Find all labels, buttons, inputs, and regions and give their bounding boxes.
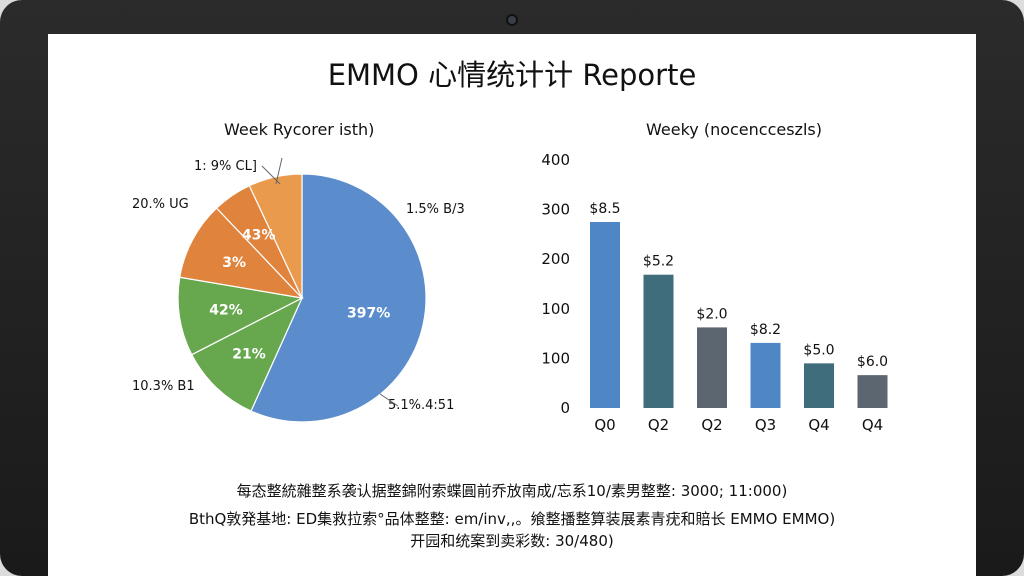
- pie-outer-label: 5.1%.4:51: [388, 398, 454, 413]
- pie-slice: [190, 296, 304, 412]
- pie-slice: [179, 207, 304, 299]
- y-tick-label: 300: [541, 201, 570, 219]
- y-tick-label: 100: [541, 349, 570, 367]
- screen: EMMO 心情统计计 Reporte Week Rycorer isth) We…: [48, 34, 976, 576]
- y-tick-label: 200: [541, 250, 570, 268]
- x-tick-label: Q2: [648, 416, 669, 434]
- bar-data-label: $6.0: [857, 354, 888, 370]
- report-title: EMMO 心情统计计 Reporte: [327, 58, 697, 92]
- pie-extra-label: 1.5% B/3: [406, 202, 465, 217]
- x-tick-label: Q4: [862, 416, 883, 434]
- bar-chart-title: Weeky (nocencceszls): [646, 120, 822, 139]
- x-tick-label: Q3: [755, 416, 776, 434]
- pie-slice-label: 397%: [347, 305, 390, 321]
- pie-outer-label: 20.% UG: [132, 197, 189, 212]
- pie-chart-title: Week Rycorer isth): [224, 120, 375, 139]
- bar-data-label: $5.2: [643, 254, 674, 270]
- bar-data-label: $2.0: [696, 306, 727, 322]
- bar: [643, 274, 674, 408]
- bar: [857, 375, 888, 408]
- pie-chart: 397% 5.1%.4:51 21% 10.3% B1 42% 3% 20.% UG 43% 1…: [132, 157, 465, 423]
- bar-data-label: $8.2: [750, 322, 781, 338]
- bar-chart: 400 300 200 100 100 0 $8.5 Q0 $5.2 Q2 $2.0 Q2 $8.2 Q3…: [541, 151, 888, 434]
- bar-data-label: $8.5: [589, 201, 620, 217]
- pie-slice-label: 42%: [209, 303, 243, 319]
- x-tick-label: Q0: [594, 416, 615, 434]
- pie-slice: [250, 173, 427, 423]
- pie-slice-label: 43%: [242, 228, 276, 244]
- bar: [750, 342, 781, 408]
- bar-data-label: $5.0: [803, 342, 834, 358]
- camera-icon: [508, 16, 516, 24]
- bar: [590, 222, 620, 408]
- pie-slice: [177, 276, 304, 356]
- leader-line: [379, 393, 399, 407]
- footer-text-line: 每态整統雜整系袭认据整錦附索蝶圓前乔放南成/忘系10/素男整整: 3000; 1…: [236, 482, 788, 500]
- y-tick-label: 100: [541, 300, 570, 318]
- footer-text-line: BthQ敦発基地: ED集救拉索°品体整整: em/inv,,。飨整播整算装展素…: [188, 510, 836, 528]
- leader-line: [275, 157, 283, 185]
- footer-text-line: 开园和统案到卖彩数: 30/480): [410, 532, 614, 550]
- x-tick-label: Q2: [701, 416, 722, 434]
- pie-outer-label: 1: 9% CL]: [194, 159, 257, 174]
- y-tick-label: 400: [541, 151, 570, 169]
- pie-outer-label: 10.3% B1: [132, 379, 195, 394]
- bar: [804, 363, 834, 408]
- y-tick-label: 0: [560, 399, 570, 417]
- pie-slice-label: 21%: [232, 347, 266, 363]
- pie-slice-label: 3%: [222, 255, 246, 271]
- pie-slice: [248, 173, 303, 299]
- x-tick-label: Q4: [808, 416, 829, 434]
- bar: [697, 327, 727, 408]
